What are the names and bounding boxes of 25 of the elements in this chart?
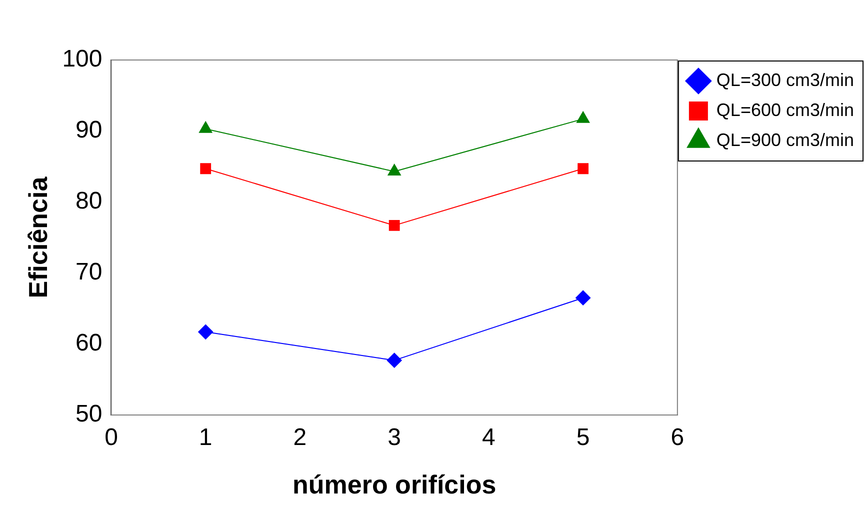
x-tick-label: 4 xyxy=(482,424,496,452)
y-tick-label: 70 xyxy=(76,258,102,286)
x-tick-label: 5 xyxy=(576,424,590,452)
point xyxy=(388,164,401,176)
point xyxy=(199,121,212,133)
point xyxy=(386,352,402,368)
y-tick-label: 80 xyxy=(76,188,102,215)
x-tick-label: 2 xyxy=(293,424,307,452)
y-tick-label: 60 xyxy=(76,330,102,357)
x-tick-label: 3 xyxy=(388,424,402,452)
point xyxy=(576,290,591,306)
y-tick-label: 100 xyxy=(62,46,102,73)
legend-label: QL=900 cm3/min xyxy=(716,130,854,150)
point xyxy=(576,111,590,123)
y-tick-label: 50 xyxy=(76,400,102,428)
x-axis-title: número orifícios xyxy=(292,470,496,500)
legend-label: QL=300 cm3/min xyxy=(716,70,854,90)
point xyxy=(198,324,214,340)
point xyxy=(388,220,400,231)
y-axis-title: Eficiência xyxy=(22,176,53,298)
legend-label: QL=600 cm3/min xyxy=(716,100,854,120)
y-tick-label: 90 xyxy=(76,116,102,144)
x-tick-label: 1 xyxy=(198,424,212,452)
x-tick-label: 0 xyxy=(104,424,118,452)
x-tick-label: 6 xyxy=(670,424,684,452)
